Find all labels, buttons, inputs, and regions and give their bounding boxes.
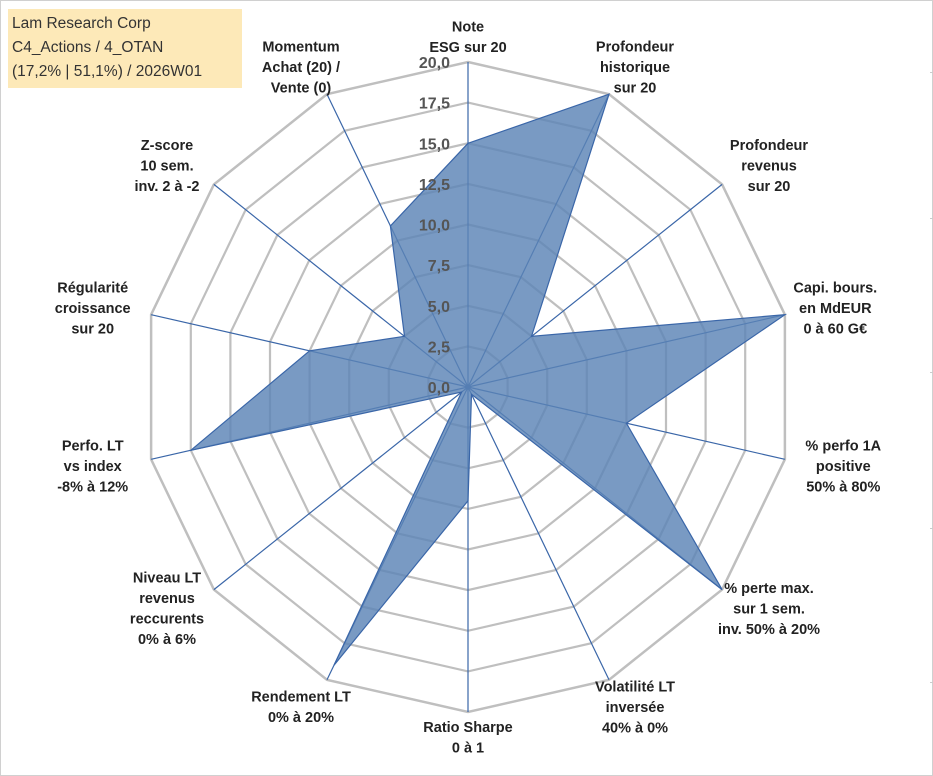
axis-label-2-line-2: sur 20 bbox=[748, 179, 791, 195]
series-area bbox=[190, 93, 788, 666]
axis-label-7: Ratio Sharpe 0 à 1 bbox=[423, 720, 512, 757]
axis-label-2-line-1: revenus bbox=[741, 159, 797, 175]
axis-label-5: % perte max. sur 1 sem. inv. 50% à 20% bbox=[718, 581, 820, 638]
axis-label-5-line-2: inv. 50% à 20% bbox=[718, 622, 820, 638]
axis-label-10: Perfo. LT vs index -8% à 12% bbox=[57, 439, 128, 496]
axis-label-10-line-2: -8% à 12% bbox=[57, 480, 128, 496]
axis-label-5-line-1: sur 1 sem. bbox=[733, 601, 805, 617]
axis-label-2-line-0: Profondeur bbox=[730, 138, 808, 154]
axis-label-12-line-0: Z-score bbox=[141, 138, 193, 154]
axis-label-4: % perfo 1A positive 50% à 80% bbox=[805, 439, 881, 496]
tick-label-4: 10,0 bbox=[419, 218, 450, 235]
axis-label-6-line-1: inversée bbox=[606, 700, 665, 716]
edge-mark-3 bbox=[930, 528, 933, 529]
tick-label-6: 15,0 bbox=[419, 136, 450, 153]
axis-label-0-line-1: ESG sur 20 bbox=[429, 40, 506, 56]
spoke-9 bbox=[213, 386, 469, 591]
axis-label-7-line-0: Ratio Sharpe bbox=[423, 720, 512, 736]
axis-label-13-line-0: Momentum bbox=[262, 40, 339, 56]
axis-label-12-line-2: inv. 2 à -2 bbox=[134, 179, 199, 195]
radar-axis-labels: Note ESG sur 20 Profondeur historique sur 20… bbox=[55, 20, 882, 757]
tick-label-2: 5,0 bbox=[428, 299, 450, 316]
company-name: Lam Research Corp bbox=[12, 15, 151, 32]
axis-label-3-line-0: Capi. bours. bbox=[793, 281, 877, 297]
axis-label-9-line-1: revenus bbox=[139, 591, 195, 607]
radar-series bbox=[190, 93, 788, 666]
axis-label-8-line-1: 0% à 20% bbox=[268, 710, 334, 726]
tick-label-1: 2,5 bbox=[428, 339, 450, 356]
axis-label-2: Profondeur revenus sur 20 bbox=[730, 138, 808, 195]
axis-label-11-line-0: Régularité bbox=[57, 281, 128, 297]
axis-label-12: Z-score 10 sem. inv. 2 à -2 bbox=[134, 138, 199, 195]
tick-label-8: 20,0 bbox=[419, 55, 450, 72]
axis-label-8: Rendement LT 0% à 20% bbox=[251, 690, 351, 727]
axis-label-9-line-3: 0% à 6% bbox=[138, 632, 196, 648]
axis-label-7-line-1: 0 à 1 bbox=[452, 741, 484, 757]
performance-week: (17,2% | 51,1%) / 2026W01 bbox=[12, 63, 203, 80]
axis-label-6-line-2: 40% à 0% bbox=[602, 720, 668, 736]
axis-label-5-line-0: % perte max. bbox=[724, 581, 813, 597]
axis-label-13-line-1: Achat (20) / bbox=[262, 60, 340, 76]
axis-label-0: Note ESG sur 20 bbox=[429, 20, 506, 57]
axis-label-1-line-1: historique bbox=[600, 60, 670, 76]
edge-mark-1 bbox=[930, 218, 933, 219]
axis-label-3-line-1: en MdEUR bbox=[799, 301, 872, 317]
axis-label-3-line-2: 0 à 60 G€ bbox=[803, 322, 867, 338]
radar-tick-labels: 0,0 2,5 5,0 7,5 10,0 12,5 15,0 17,5 20,0 bbox=[419, 55, 450, 397]
tick-label-3: 7,5 bbox=[428, 258, 450, 275]
axis-label-6-line-0: Volatilité LT bbox=[595, 679, 675, 695]
portfolio-category: C4_Actions / 4_OTAN bbox=[12, 39, 164, 56]
axis-label-4-line-2: 50% à 80% bbox=[806, 480, 880, 496]
tick-label-5: 12,5 bbox=[419, 177, 450, 194]
axis-label-10-line-0: Perfo. LT bbox=[62, 439, 124, 455]
axis-label-9-line-0: Niveau LT bbox=[133, 571, 201, 587]
axis-label-3: Capi. bours. en MdEUR 0 à 60 G€ bbox=[793, 281, 877, 338]
axis-label-11-line-1: croissance bbox=[55, 301, 131, 317]
axis-label-11-line-2: sur 20 bbox=[71, 322, 114, 338]
tick-label-7: 17,5 bbox=[419, 96, 450, 113]
axis-label-12-line-1: 10 sem. bbox=[140, 159, 193, 175]
edge-mark-0 bbox=[930, 72, 933, 73]
axis-label-1-line-2: sur 20 bbox=[614, 81, 657, 97]
edge-mark-2 bbox=[930, 372, 933, 373]
spoke-6 bbox=[467, 386, 610, 681]
axis-label-8-line-0: Rendement LT bbox=[251, 690, 351, 706]
axis-label-13-line-2: Vente (0) bbox=[271, 81, 332, 97]
axis-label-10-line-1: vs index bbox=[64, 459, 122, 475]
axis-label-9: Niveau LT revenus reccurents 0% à 6% bbox=[130, 571, 204, 649]
tick-label-0: 0,0 bbox=[428, 380, 450, 397]
axis-label-11: Régularité croissance sur 20 bbox=[55, 281, 131, 338]
axis-label-6: Volatilité LT inversée 40% à 0% bbox=[595, 679, 675, 736]
axis-label-13: Momentum Achat (20) / Vente (0) bbox=[262, 40, 340, 97]
chart-title-box: Lam Research Corp C4_Actions / 4_OTAN (1… bbox=[8, 9, 242, 88]
axis-label-1-line-0: Profondeur bbox=[596, 40, 674, 56]
axis-label-0-line-0: Note bbox=[452, 20, 484, 36]
axis-label-9-line-2: reccurents bbox=[130, 612, 204, 628]
axis-label-4-line-1: positive bbox=[816, 459, 871, 475]
axis-label-4-line-0: % perfo 1A bbox=[805, 439, 881, 455]
axis-label-1: Profondeur historique sur 20 bbox=[596, 40, 674, 97]
edge-mark-4 bbox=[930, 682, 933, 683]
